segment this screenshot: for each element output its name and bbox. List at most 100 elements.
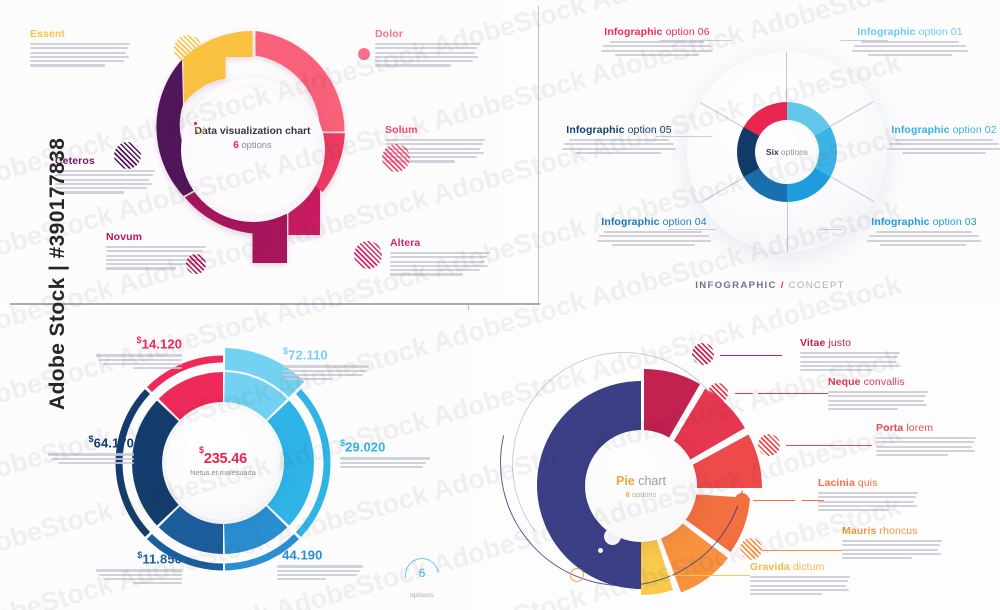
bl-label-64170[interactable]: $64.170 (48, 434, 134, 466)
bl-64170-num: 64.170 (93, 435, 134, 451)
tr-label-option-04-title: Infographic option 04 (595, 216, 713, 228)
br-neque-bold: Neque (828, 376, 861, 388)
tl-label-novum-title: Novum (106, 231, 143, 243)
bl-badge-label: options (409, 592, 435, 599)
bl-label-44190-value: $44.190 (277, 546, 323, 563)
tl-label-solum-title: Solum (385, 124, 418, 136)
bl-center-amount: 235.46 (203, 450, 247, 467)
br-connector-vitae (720, 355, 782, 357)
br-label-vitae-title: Vitae justo (800, 337, 900, 349)
br-label-gravida-title: Gravida dictum (750, 561, 850, 573)
tr-label-option-01[interactable]: Infographic option 01 (850, 26, 970, 58)
br-center-subtitle: 6 options (626, 490, 657, 499)
tr-label-option-01-body (850, 41, 970, 57)
tr-center-label: Six options (755, 120, 819, 184)
tr-04-bold: Infographic (601, 216, 660, 228)
tl-label-dolor-body (375, 43, 480, 67)
tl-dot-solum (382, 144, 410, 172)
br-lacinia-rest: quis (854, 477, 878, 489)
br-label-neque-title: Neque convallis (828, 376, 928, 388)
bl-options-badge[interactable]: 6 options (398, 551, 446, 608)
tr-05-rest: option 05 (624, 124, 672, 136)
panel-financial-ring-chart: $235.46 Netus et malesuada $14.120 $72.1… (0, 310, 470, 610)
tl-center-count: 6 (233, 140, 239, 151)
br-mauris-rest: rhoncus (876, 525, 918, 537)
bl-label-64170-body (48, 453, 134, 465)
br-label-mauris-body (842, 540, 942, 560)
tl-center-text: Data visualization chart 6 options (150, 126, 355, 151)
tl-label-ceteros[interactable]: Ceteros (55, 155, 155, 196)
tl-label-altera-title: Altera (390, 237, 421, 249)
tr-label-option-06[interactable]: Infographic option 06 (598, 26, 716, 58)
tl-label-altera[interactable]: Altera (390, 237, 490, 278)
tr-label-option-03-title: Infographic option 03 (865, 216, 983, 228)
tr-label-option-03-body (865, 231, 983, 247)
bl-label-14120-body (96, 354, 182, 370)
tr-label-option-03[interactable]: Infographic option 03 (865, 216, 983, 248)
tr-label-option-05-body (560, 139, 678, 155)
br-label-vitae-justo[interactable]: Vitae justo (800, 337, 900, 373)
br-label-neque-convallis[interactable]: Neque convallis (828, 376, 928, 412)
br-dot-gravida (650, 562, 663, 575)
tr-footer-slash: / (780, 280, 785, 291)
bl-label-11850-value: $11.850 (137, 550, 182, 567)
tl-label-dolor-title: Dolor (375, 28, 403, 40)
br-center-rest: chart (634, 473, 667, 488)
br-center-plate: Pie chart 6 options (585, 430, 697, 542)
bl-ring-svg (115, 348, 331, 571)
tr-footer: INFOGRAPHIC / CONCEPT (540, 280, 1000, 291)
br-label-mauris-rhoncus[interactable]: Mauris rhoncus (842, 525, 942, 561)
tr-03-bold: Infographic (871, 216, 930, 228)
br-chart-body: Pie chart 6 options (470, 310, 793, 610)
br-label-vitae-body (800, 352, 900, 372)
br-label-lacinia-body (818, 492, 918, 512)
br-connector-neque-b (758, 393, 828, 395)
tr-center-rest: options (778, 147, 808, 157)
br-porta-rest: lorem (903, 422, 934, 434)
tl-label-essent[interactable]: Essent (30, 28, 130, 69)
bl-label-72110[interactable]: $72.110 (283, 346, 369, 382)
br-label-porta-body (876, 437, 976, 457)
tr-connector-01 (840, 40, 888, 42)
tr-06-rest: option 06 (662, 26, 710, 38)
tr-connector-04 (668, 229, 716, 231)
tl-label-ceteros-body (55, 170, 155, 194)
tr-label-option-04[interactable]: Infographic option 04 (595, 216, 713, 248)
tr-label-option-06-title: Infographic option 06 (598, 26, 716, 38)
br-porta-bold: Porta (876, 422, 904, 434)
br-label-mauris-title: Mauris rhoncus (842, 525, 942, 537)
tr-label-option-05-title: Infographic option 05 (560, 124, 678, 136)
br-gravida-bold: Gravida (750, 561, 790, 573)
br-connector-gravida (658, 575, 750, 577)
bl-label-14120[interactable]: $14.120 (96, 335, 182, 371)
tl-label-dolor[interactable]: Dolor (375, 28, 480, 69)
tl-accent-ring-icon (194, 122, 205, 134)
tr-label-option-05[interactable]: Infographic option 05 (560, 124, 678, 156)
br-connector-porta (786, 445, 872, 447)
tr-label-option-01-title: Infographic option 01 (850, 26, 970, 38)
bl-center-currency: $ (199, 444, 204, 455)
tr-label-option-02[interactable]: Infographic option 02 (885, 124, 1000, 156)
br-label-porta-lorem[interactable]: Porta lorem (876, 422, 976, 458)
bl-label-11850[interactable]: $11.850 (96, 550, 182, 586)
bl-label-44190-body (277, 565, 363, 581)
tl-label-altera-body (390, 252, 490, 276)
tl-label-solum[interactable]: Solum (385, 124, 485, 165)
bl-label-44190[interactable]: $44.190 (277, 546, 363, 582)
panel-infographic-concept: Six options Infographic option 06 Infogr… (540, 0, 1000, 305)
tr-connector-06 (660, 40, 732, 42)
bl-center-value: $235.46 (199, 445, 247, 467)
br-label-lacinia-quis[interactable]: Lacinia quis (818, 477, 918, 513)
bl-label-29020[interactable]: $29.020 (340, 438, 430, 470)
br-connector-lacinia-b (802, 500, 824, 502)
tr-02-rest: option 02 (949, 124, 997, 136)
br-mauris-bold: Mauris (842, 525, 877, 537)
tr-connector-03 (820, 229, 842, 231)
divider-vertical-top (538, 6, 540, 304)
tl-label-novum[interactable]: Novum (106, 231, 206, 272)
tr-spoke-1 (787, 152, 788, 252)
tr-center-bold: Six (766, 147, 779, 157)
br-label-gravida-dictum[interactable]: Gravida dictum (750, 561, 850, 597)
tr-05-bold: Infographic (566, 124, 625, 136)
